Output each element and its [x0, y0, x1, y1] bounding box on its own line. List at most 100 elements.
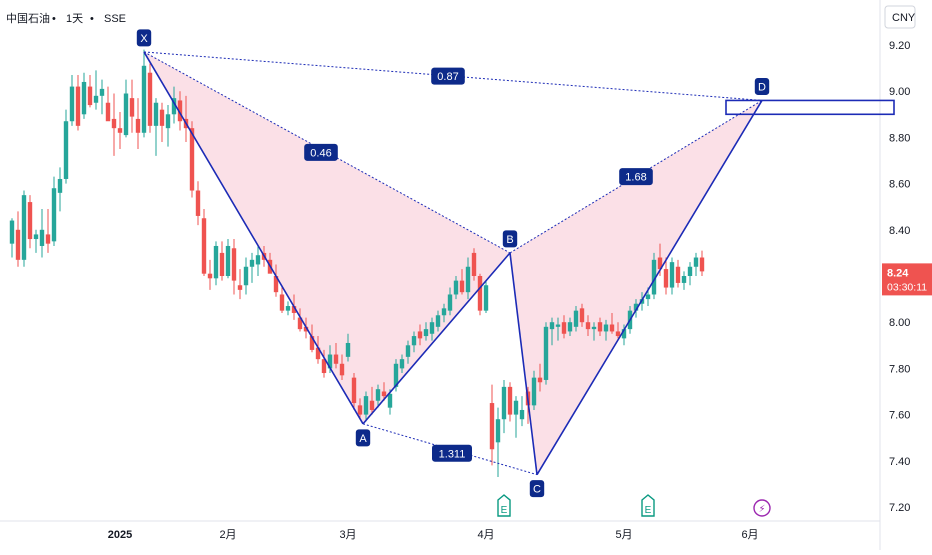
candle-body	[495, 419, 501, 443]
time-tick-label: 5月	[615, 529, 632, 541]
candle-body	[483, 285, 489, 311]
dividend-marker-icon[interactable]: ⚡	[753, 499, 771, 517]
harmonic-pattern-fill	[144, 51, 762, 475]
leg-ab[interactable]	[362, 252, 511, 425]
candle-body	[459, 280, 465, 293]
candle-body	[693, 257, 699, 267]
price-axis[interactable]: 9.20 9.00 8.80 8.60 8.40 8.00 7.80 7.60 7.40 7.20	[889, 40, 910, 514]
symbol-name[interactable]: 中国石油	[6, 11, 50, 25]
candle-body	[423, 329, 429, 337]
candle-body	[141, 65, 147, 133]
candle	[321, 349, 327, 378]
candle-body	[465, 266, 471, 293]
target-zone-box[interactable]	[725, 99, 895, 116]
current-price-tag	[882, 263, 932, 296]
ratio-label-xd-bg	[431, 67, 465, 85]
leg-bc[interactable]	[509, 252, 538, 475]
candle-body	[453, 280, 459, 295]
point-label-c[interactable]: C	[529, 480, 545, 498]
candle-body	[681, 276, 687, 283]
candle	[693, 252, 699, 276]
ratio-label-xd[interactable]: 0.87	[431, 67, 465, 85]
candle-body	[9, 220, 15, 244]
event-markers[interactable]: E E ⚡	[497, 494, 771, 517]
candle	[165, 105, 171, 147]
interval-label[interactable]: 1天	[66, 13, 83, 25]
candle-body	[573, 310, 579, 327]
currency-button[interactable]	[884, 5, 916, 29]
candle	[57, 167, 63, 212]
ratio-label-ac[interactable]: 1.311	[432, 444, 472, 462]
candle-body	[633, 303, 639, 311]
candle	[609, 312, 615, 334]
leg-cd[interactable]	[536, 100, 763, 476]
ratio-label-xb[interactable]: 0.46	[304, 143, 338, 161]
candle-body	[33, 234, 39, 240]
candle-body	[231, 248, 237, 281]
candle	[339, 354, 345, 380]
candle	[375, 384, 381, 408]
earnings-marker-icon[interactable]: E	[497, 494, 511, 517]
candle-body	[579, 308, 585, 323]
ratio-line-bd[interactable]	[509, 100, 763, 254]
candle	[549, 317, 555, 346]
candle	[471, 248, 477, 281]
candle	[651, 252, 657, 300]
ratio-label-bd[interactable]: 1.68	[619, 168, 653, 186]
candle	[75, 75, 81, 131]
leg-xa[interactable]	[143, 51, 364, 425]
candle-body	[201, 218, 207, 274]
candle	[543, 322, 549, 385]
candle-body	[405, 345, 411, 357]
candle-body	[513, 400, 519, 415]
point-label-x[interactable]: X	[136, 29, 152, 47]
price-tick-label: 7.20	[889, 502, 910, 514]
candle	[453, 276, 459, 300]
candle-body	[519, 409, 525, 420]
candle	[423, 322, 429, 341]
candle	[15, 211, 21, 267]
candle	[129, 79, 135, 133]
candle-body	[291, 306, 297, 313]
point-label-b[interactable]: B	[502, 230, 518, 248]
candle	[9, 218, 15, 258]
candle-body	[189, 128, 195, 191]
candle	[159, 102, 165, 143]
candle	[111, 93, 117, 156]
candle	[51, 176, 57, 246]
candle	[591, 322, 597, 341]
point-label-d[interactable]: D	[754, 77, 770, 95]
candle	[147, 63, 153, 133]
candle	[513, 396, 519, 438]
candle	[315, 336, 321, 364]
candle	[483, 280, 489, 313]
price-tick-label: 8.80	[889, 132, 910, 144]
candle	[489, 384, 495, 466]
candle	[105, 86, 111, 122]
candle-body	[321, 359, 327, 374]
candle-body	[687, 266, 693, 276]
pattern-fill-xab	[144, 51, 510, 424]
earnings-marker-icon[interactable]: E	[641, 494, 655, 517]
candle	[633, 299, 639, 318]
price-tick-label: 8.60	[889, 179, 910, 191]
point-label-a[interactable]: A	[355, 429, 371, 447]
candle	[81, 72, 87, 119]
time-axis[interactable]: 2025 2月 3月 4月 5月 6月	[108, 529, 759, 541]
candle	[87, 75, 93, 108]
candle	[465, 257, 471, 300]
candle	[405, 340, 411, 364]
candle-body	[171, 98, 177, 115]
candle-body	[591, 326, 597, 330]
candle-body	[243, 266, 249, 286]
point-label-d-bg	[754, 77, 770, 95]
pattern-fill-bcd	[510, 100, 762, 475]
candle-body	[27, 202, 33, 240]
candle	[201, 209, 207, 276]
dividend-marker-shape	[753, 499, 771, 517]
candle	[207, 259, 213, 290]
candle-body	[369, 400, 375, 410]
harmonic-pattern-labels[interactable]: X A B C D 0.46 1.311 1.68 0.87	[136, 29, 770, 498]
